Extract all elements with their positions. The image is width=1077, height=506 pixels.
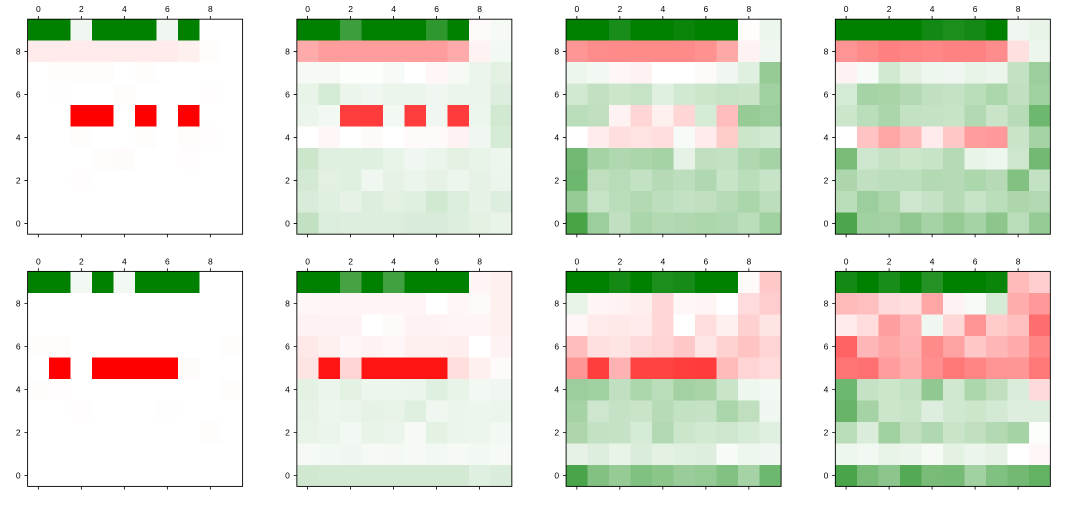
svg-text:4: 4: [122, 4, 127, 14]
svg-text:0: 0: [844, 4, 849, 14]
svg-text:2: 2: [554, 176, 559, 186]
svg-text:2: 2: [16, 176, 21, 186]
svg-text:8: 8: [554, 299, 559, 309]
svg-text:4: 4: [554, 133, 559, 143]
svg-text:0: 0: [824, 219, 829, 229]
svg-text:0: 0: [285, 219, 290, 229]
svg-text:4: 4: [824, 385, 829, 395]
svg-text:0: 0: [285, 471, 290, 481]
svg-text:6: 6: [973, 256, 978, 266]
svg-text:4: 4: [660, 4, 665, 14]
svg-text:0: 0: [305, 4, 310, 14]
svg-text:0: 0: [844, 256, 849, 266]
svg-text:8: 8: [285, 299, 290, 309]
svg-text:4: 4: [285, 133, 290, 143]
svg-text:6: 6: [16, 90, 21, 100]
svg-text:6: 6: [285, 342, 290, 352]
svg-text:6: 6: [16, 342, 21, 352]
svg-text:2: 2: [554, 428, 559, 438]
svg-text:8: 8: [1016, 256, 1021, 266]
svg-text:2: 2: [617, 256, 622, 266]
svg-text:8: 8: [746, 256, 751, 266]
svg-text:8: 8: [824, 299, 829, 309]
svg-text:6: 6: [824, 342, 829, 352]
svg-text:2: 2: [887, 4, 892, 14]
svg-text:2: 2: [887, 256, 892, 266]
svg-text:4: 4: [122, 256, 127, 266]
svg-text:8: 8: [285, 47, 290, 57]
svg-text:8: 8: [824, 47, 829, 57]
svg-text:8: 8: [16, 47, 21, 57]
svg-text:0: 0: [305, 256, 310, 266]
svg-text:4: 4: [391, 4, 396, 14]
svg-text:2: 2: [824, 176, 829, 186]
svg-text:6: 6: [824, 90, 829, 100]
svg-text:2: 2: [348, 4, 353, 14]
svg-text:6: 6: [973, 4, 978, 14]
svg-text:2: 2: [285, 428, 290, 438]
svg-text:4: 4: [285, 385, 290, 395]
svg-text:6: 6: [165, 256, 170, 266]
svg-text:8: 8: [746, 4, 751, 14]
svg-text:0: 0: [554, 219, 559, 229]
svg-text:0: 0: [574, 256, 579, 266]
svg-text:8: 8: [208, 256, 213, 266]
svg-text:8: 8: [554, 47, 559, 57]
svg-text:6: 6: [554, 90, 559, 100]
svg-text:2: 2: [16, 428, 21, 438]
svg-text:4: 4: [16, 133, 21, 143]
svg-text:2: 2: [285, 176, 290, 186]
svg-text:8: 8: [477, 4, 482, 14]
svg-text:6: 6: [434, 4, 439, 14]
svg-text:6: 6: [703, 4, 708, 14]
svg-text:4: 4: [930, 4, 935, 14]
svg-text:4: 4: [391, 256, 396, 266]
svg-text:8: 8: [477, 256, 482, 266]
svg-text:2: 2: [79, 4, 84, 14]
svg-text:2: 2: [79, 256, 84, 266]
svg-text:8: 8: [208, 4, 213, 14]
svg-text:2: 2: [348, 256, 353, 266]
svg-text:0: 0: [16, 219, 21, 229]
svg-text:0: 0: [554, 471, 559, 481]
svg-text:4: 4: [16, 385, 21, 395]
svg-text:8: 8: [16, 299, 21, 309]
svg-text:0: 0: [824, 471, 829, 481]
svg-text:4: 4: [824, 133, 829, 143]
svg-text:6: 6: [434, 256, 439, 266]
svg-text:0: 0: [574, 4, 579, 14]
svg-text:0: 0: [36, 256, 41, 266]
svg-text:6: 6: [285, 90, 290, 100]
svg-text:4: 4: [660, 256, 665, 266]
svg-text:2: 2: [617, 4, 622, 14]
svg-text:6: 6: [165, 4, 170, 14]
svg-text:6: 6: [554, 342, 559, 352]
svg-text:8: 8: [1016, 4, 1021, 14]
svg-text:2: 2: [824, 428, 829, 438]
svg-text:0: 0: [16, 471, 21, 481]
svg-text:0: 0: [36, 4, 41, 14]
svg-text:4: 4: [554, 385, 559, 395]
svg-text:4: 4: [930, 256, 935, 266]
svg-text:6: 6: [703, 256, 708, 266]
